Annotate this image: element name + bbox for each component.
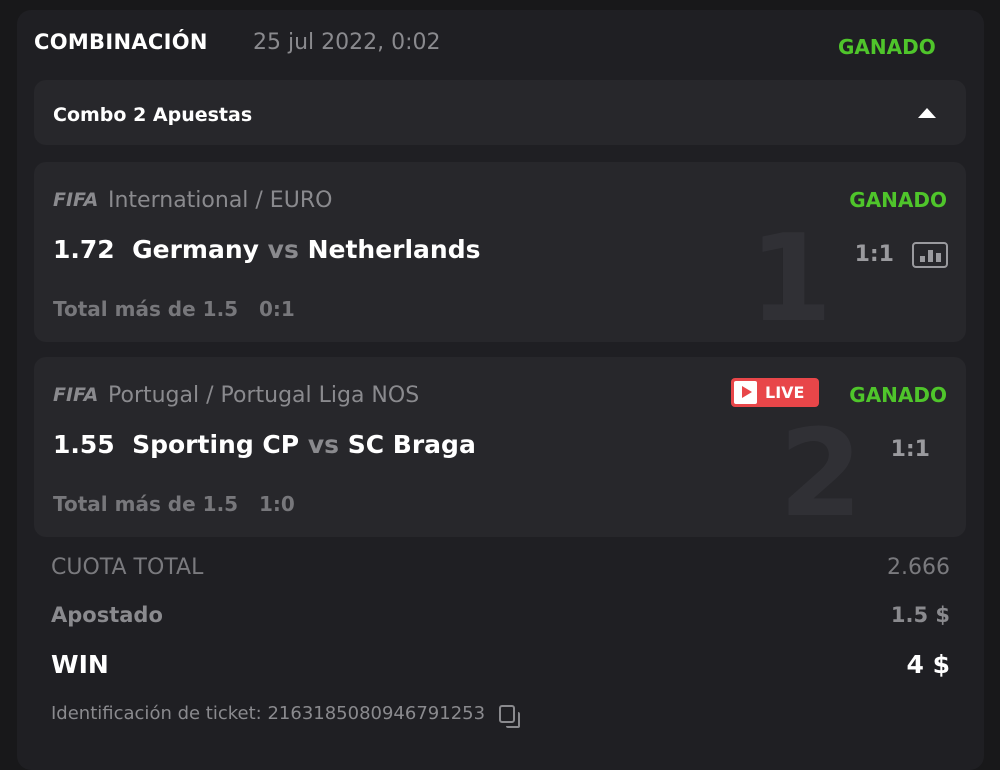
fifa-logo-icon: FIFA	[53, 189, 99, 211]
bet-type-title: COMBINACIÓN	[34, 30, 208, 54]
bet-index: 2	[779, 405, 863, 537]
league-name: Portugal / Portugal Liga NOS	[108, 383, 420, 408]
vs: vs	[307, 430, 340, 459]
home-team: Germany	[132, 235, 259, 264]
bet-status: GANADO	[838, 35, 936, 59]
vs: vs	[267, 235, 299, 264]
play-icon	[734, 381, 757, 404]
live-badge: LIVE	[731, 378, 819, 407]
away-team: SC Braga	[347, 430, 476, 459]
staked-row: Apostado 1.5 $	[51, 603, 950, 627]
market: Total más de 1.5 0:1	[53, 297, 295, 321]
odds: 1.55	[53, 430, 115, 459]
match-score: 1:1	[854, 242, 894, 267]
home-team: Sporting CP	[132, 430, 300, 459]
ticket-id: Identificación de ticket: 21631850809467…	[51, 703, 521, 728]
league-name: International / EURO	[108, 188, 333, 213]
total-odds-row: CUOTA TOTAL 2.666	[51, 555, 950, 580]
bet-status: GANADO	[849, 188, 947, 212]
stats-icon[interactable]	[912, 242, 948, 268]
fifa-logo-icon: FIFA	[53, 384, 99, 406]
combo-label: Combo 2 Apuestas	[53, 104, 253, 126]
bet-status: GANADO	[849, 383, 947, 407]
copy-icon[interactable]	[499, 705, 521, 728]
combo-toggle[interactable]: Combo 2 Apuestas	[34, 80, 966, 145]
match-title: 1.55 Sporting CP vs SC Braga	[53, 430, 476, 459]
collapse-arrow-icon[interactable]	[918, 108, 936, 118]
odds: 1.72	[53, 235, 115, 264]
bet-index: 1	[749, 210, 833, 342]
market: Total más de 1.5 1:0	[53, 492, 295, 516]
match-title: 1.72 Germany vs Netherlands	[53, 235, 481, 264]
win-row: WIN 4 $	[51, 650, 950, 679]
bet-item-2: 2 FIFA Portugal / Portugal Liga NOS LIVE…	[34, 357, 966, 537]
match-score: 1:1	[890, 437, 930, 462]
away-team: Netherlands	[307, 235, 481, 264]
bet-item-1: 1 FIFA International / EURO GANADO 1.72 …	[34, 162, 966, 342]
bet-date: 25 jul 2022, 0:02	[253, 30, 441, 55]
